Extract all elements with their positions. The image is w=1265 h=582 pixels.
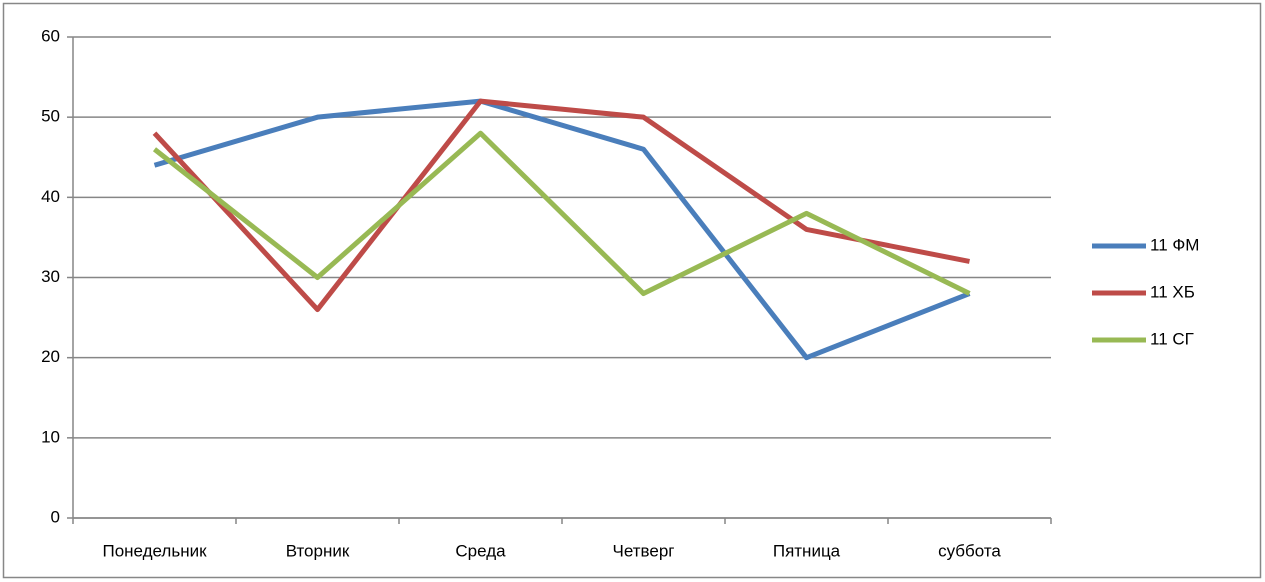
legend-label: 11 ФМ: [1150, 235, 1199, 254]
series-line: [152, 130, 971, 297]
y-tick-label: 30: [41, 267, 60, 286]
y-tick-label: 40: [41, 187, 60, 206]
legend-label: 11 СГ: [1150, 329, 1194, 348]
x-tick-label: Четверг: [613, 541, 675, 560]
x-tick-label: Понедельник: [102, 541, 207, 560]
series-line: [152, 98, 970, 313]
legend-label: 11 ХБ: [1150, 282, 1195, 301]
y-tick-label: 20: [41, 347, 60, 366]
x-tick-label: Пятница: [773, 541, 841, 560]
y-tick-label: 50: [41, 107, 60, 126]
y-tick-label: 60: [41, 26, 60, 45]
y-tick-label: 10: [41, 427, 60, 446]
x-tick-label: Среда: [455, 541, 506, 560]
x-tick-label: суббота: [938, 541, 1001, 560]
y-tick-label: 0: [51, 507, 60, 526]
x-tick-label: Вторник: [286, 541, 350, 560]
series-line: [153, 98, 971, 361]
